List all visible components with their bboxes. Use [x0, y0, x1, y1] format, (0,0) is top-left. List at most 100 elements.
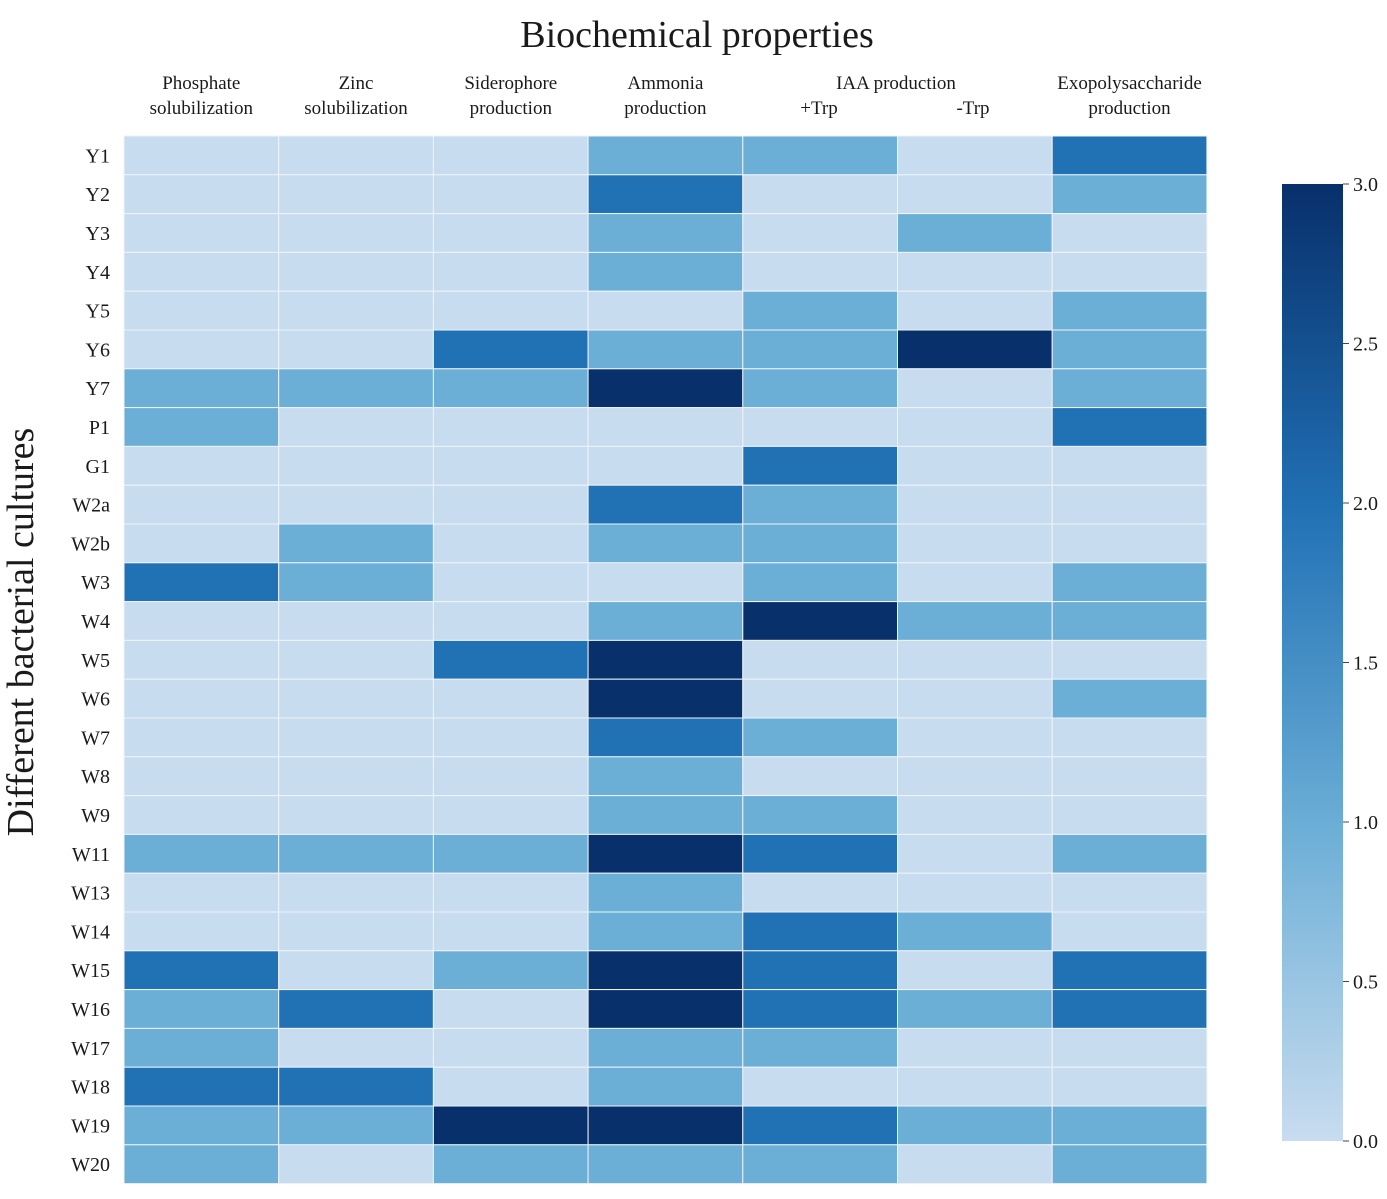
- heatmap-cell-W20-col3: [432, 1144, 589, 1185]
- heatmap-cell-W16-col3: [432, 989, 589, 1029]
- colorbar-tick-label-3.0: 3.0: [1353, 174, 1378, 196]
- row-label-W20: W20: [71, 1154, 110, 1176]
- heatmap-cell-W17-col3: [432, 1027, 589, 1068]
- heatmap-cell-Y5-col3: [432, 290, 589, 331]
- heatmap-cell-G1-col7: [1051, 445, 1208, 486]
- column-label-3-line-2: production: [470, 98, 553, 119]
- column-label-1-line-2: solubilization: [150, 98, 254, 119]
- heatmap-cell-W3-col2: [278, 562, 434, 603]
- heatmap-cell-W13-col3: [432, 872, 589, 913]
- heatmap-cell-W4-col3: [432, 601, 589, 641]
- heatmap-cell-Y7-col2: [278, 368, 434, 409]
- row-label-W18: W18: [71, 1077, 110, 1099]
- column-label-4-line-1: Ammonia: [627, 73, 704, 94]
- heatmap-cell-Y3-col4: [587, 213, 744, 253]
- heatmap-cell-W2b-col6: [897, 523, 1053, 564]
- heatmap-cell-W16-col1: [123, 989, 280, 1029]
- heatmap-cell-W2b-col4: [587, 523, 744, 564]
- heatmap-cell-W19-col4: [587, 1105, 744, 1146]
- heatmap-cell-W9-col2: [278, 795, 434, 835]
- column-label-4-line-2: production: [624, 98, 707, 119]
- row-label-W17: W17: [71, 1038, 110, 1060]
- heatmap-cell-Y6-col7: [1051, 329, 1208, 370]
- row-label-Y5: Y5: [86, 301, 110, 323]
- heatmap-cell-W7-col1: [123, 717, 280, 758]
- heatmap-cell-W17-col1: [123, 1027, 280, 1068]
- heatmap-cell-W5-col2: [278, 639, 434, 680]
- heatmap-cell-W20-col1: [123, 1144, 280, 1185]
- heatmap-cell-W5-col1: [123, 639, 280, 680]
- row-label-Y4: Y4: [86, 262, 110, 284]
- heatmap-cell-W19-col2: [278, 1105, 434, 1146]
- heatmap-cell-Y4-col7: [1051, 251, 1208, 292]
- heatmap-cell-W2a-col3: [432, 484, 589, 525]
- heatmap-cell-W11-col7: [1051, 833, 1208, 874]
- row-label-W14: W14: [71, 921, 110, 943]
- heatmap-cell-Y3-col6: [897, 213, 1053, 253]
- heatmap-cell-W19-col7: [1051, 1105, 1208, 1146]
- heatmap-cell-W19-col5: [742, 1105, 898, 1146]
- heatmap-cell-W2a-col6: [897, 484, 1053, 525]
- heatmap-cell-Y7-col3: [432, 368, 589, 409]
- heatmap-cell-W17-col2: [278, 1027, 434, 1068]
- heatmap-cell-W15-col7: [1051, 950, 1208, 991]
- column-label-2-line-1: Zinc: [339, 73, 374, 94]
- row-label-Y6: Y6: [86, 339, 110, 361]
- row-label-W7: W7: [81, 727, 110, 749]
- heatmap-cell-Y1-col3: [432, 135, 589, 176]
- heatmap-cell-W7-col2: [278, 717, 434, 758]
- row-label-W5: W5: [81, 650, 110, 672]
- heatmap-cell-Y6-col5: [742, 329, 898, 370]
- heatmap-cell-P1-col1: [123, 407, 280, 447]
- heatmap-cell-Y3-col3: [432, 213, 589, 253]
- heatmap-cell-W2b-col7: [1051, 523, 1208, 564]
- heatmap-cell-Y1-col6: [897, 135, 1053, 176]
- heatmap-cell-Y6-col6: [897, 329, 1053, 370]
- colorbar-tick-label-0.5: 0.5: [1353, 972, 1378, 994]
- heatmap-cell-G1-col1: [123, 445, 280, 486]
- heatmap-cell-W8-col4: [587, 756, 744, 797]
- heatmap-cell-W18-col6: [897, 1066, 1053, 1107]
- heatmap-cell-W17-col5: [742, 1027, 898, 1068]
- heatmap-cell-W3-col6: [897, 562, 1053, 603]
- heatmap-cell-Y1-col1: [123, 135, 280, 176]
- heatmap-cell-P1-col2: [278, 407, 434, 447]
- heatmap-cell-W11-col5: [742, 833, 898, 874]
- heatmap-cell-W8-col2: [278, 756, 434, 797]
- heatmap-cell-W4-col1: [123, 601, 280, 641]
- row-label-W2a: W2a: [72, 495, 110, 517]
- heatmap-cell-W19-col3: [432, 1105, 589, 1146]
- heatmap-cell-W18-col7: [1051, 1066, 1208, 1107]
- heatmap-cell-W13-col4: [587, 872, 744, 913]
- heatmap-cell-G1-col6: [897, 445, 1053, 486]
- heatmap-cell-Y4-col2: [278, 251, 434, 292]
- row-label-Y1: Y1: [86, 145, 110, 167]
- heatmap-cell-Y3-col5: [742, 213, 898, 253]
- column-label-7-line-2: production: [1088, 98, 1171, 119]
- heatmap-cell-G1-col2: [278, 445, 434, 486]
- heatmap-cell-Y6-col2: [278, 329, 434, 370]
- row-label-W6: W6: [81, 689, 110, 711]
- heatmap-cell-W6-col1: [123, 678, 280, 719]
- heatmap-cell-W9-col3: [432, 795, 589, 835]
- heatmap-cell-W3-col1: [123, 562, 280, 603]
- heatmap-cell-W18-col1: [123, 1066, 280, 1107]
- heatmap-cell-W15-col6: [897, 950, 1053, 991]
- heatmap-cell-Y3-col2: [278, 213, 434, 253]
- column-label-1-line-1: Phosphate: [162, 73, 240, 94]
- row-label-W8: W8: [81, 766, 110, 788]
- colorbar-ticks: 0.0 0.5 1.0 1.5 2.0 2.5 3.0: [1343, 174, 1378, 1153]
- heatmap-cell-Y1-col4: [587, 135, 744, 176]
- heatmap-cell-W13-col5: [742, 872, 898, 913]
- heatmap-cell-W9-col6: [897, 795, 1053, 835]
- heatmap-cell-Y5-col1: [123, 290, 280, 331]
- heatmap-cell-W18-col5: [742, 1066, 898, 1107]
- heatmap-cell-W4-col7: [1051, 601, 1208, 641]
- heatmap-cell-W15-col1: [123, 950, 280, 991]
- chart-title: Biochemical properties: [520, 14, 874, 56]
- heatmap-cell-Y3-col1: [123, 213, 280, 253]
- heatmap-cell-W6-col3: [432, 678, 589, 719]
- column-label-6-line-1: -Trp: [956, 98, 989, 119]
- heatmap-cell-W11-col1: [123, 833, 280, 874]
